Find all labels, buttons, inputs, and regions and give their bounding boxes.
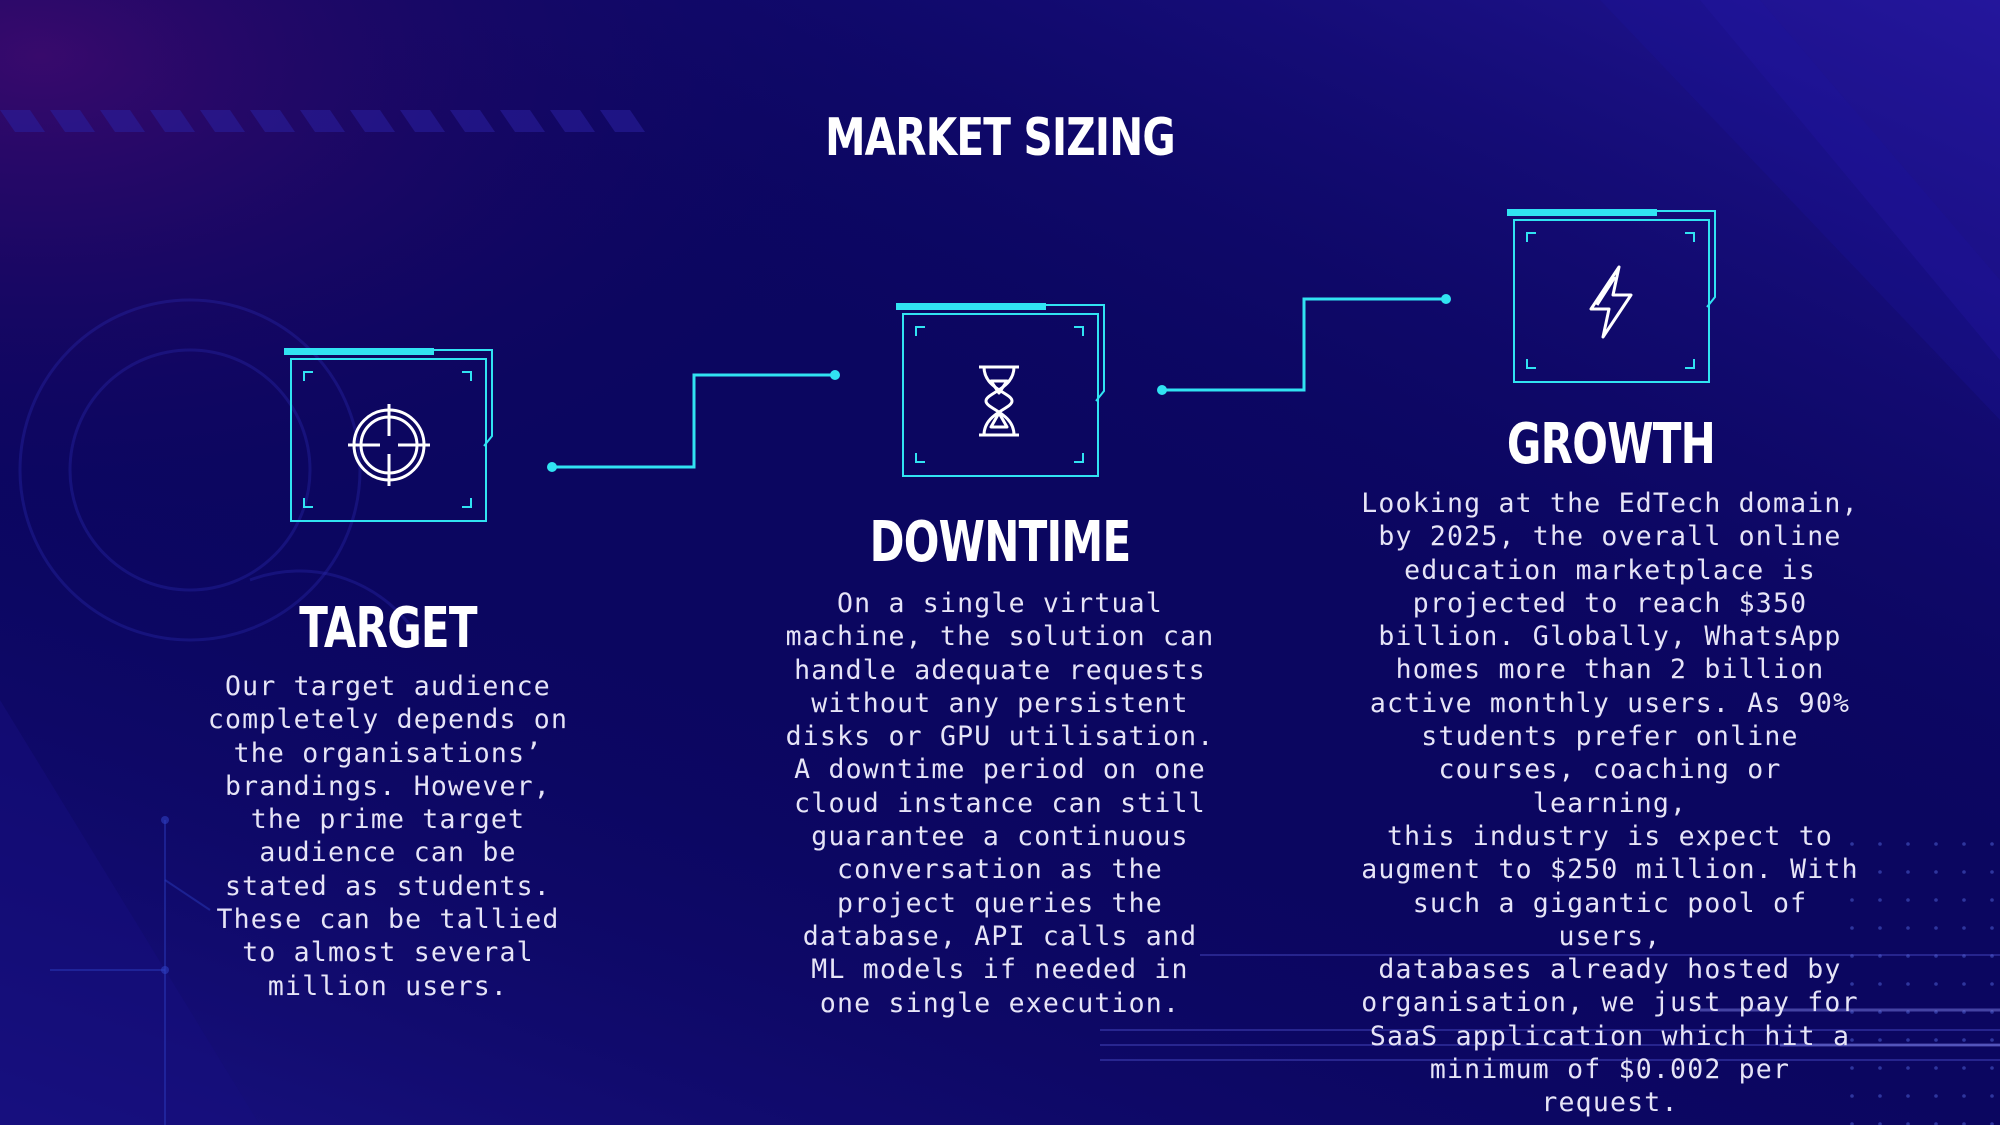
growth-icon-card [1505,207,1717,387]
text-target: Our target audience completely depends o… [207,671,569,1002]
heading-growth: GROWTH [1506,412,1716,477]
slide-title: MARKET SIZING [825,108,1176,168]
connector-target-downtime [552,373,835,469]
text-growth: Looking at the EdTech domain, by 2025, t… [1361,488,1859,1119]
lightning-icon [1589,265,1633,339]
connector-dot [1441,294,1451,304]
connector-downtime-growth [1162,297,1446,392]
connector-dot [830,370,840,380]
crosshair-icon [348,404,430,486]
connector-dot [1157,385,1167,395]
heading-target: TARGET [299,596,477,661]
target-icon-card [282,346,494,526]
heading-downtime: DOWNTIME [869,510,1132,575]
text-downtime: On a single virtual machine, the solutio… [785,588,1215,1019]
hourglass-icon [979,365,1019,437]
downtime-icon-card [894,301,1106,481]
connector-dot [547,462,557,472]
